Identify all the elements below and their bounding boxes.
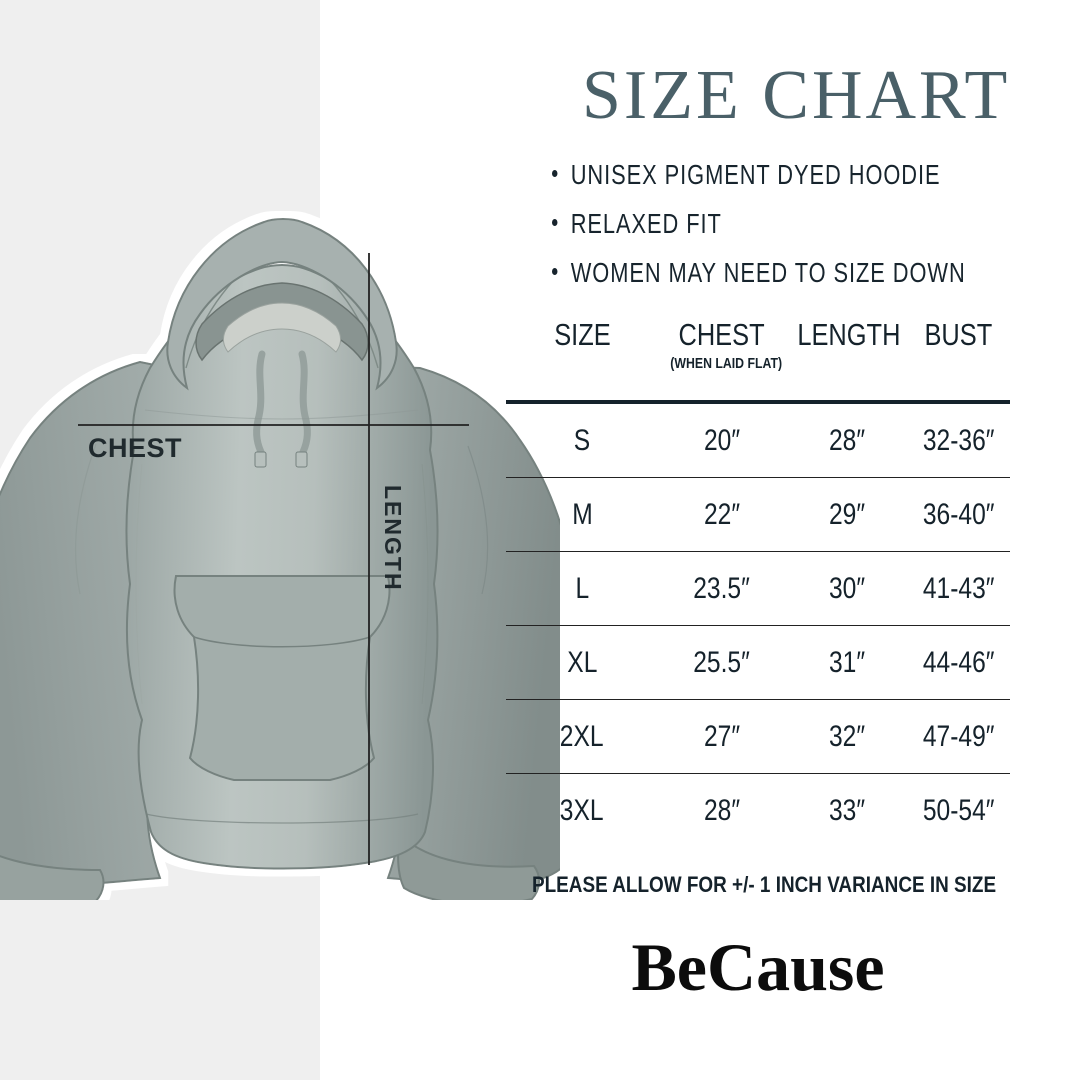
svg-text:LENGTH: LENGTH [380, 485, 406, 592]
svg-text:CHEST: CHEST [88, 433, 182, 463]
